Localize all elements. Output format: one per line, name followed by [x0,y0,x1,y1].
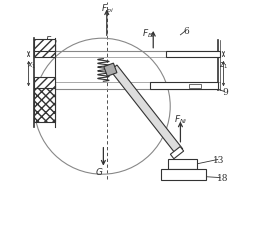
Bar [34,84,55,123]
Bar [189,84,201,89]
Text: $F_{ni}$: $F_{ni}$ [45,34,58,46]
Bar [34,45,55,58]
Bar [161,169,206,180]
Polygon shape [170,147,184,159]
Bar [34,40,55,52]
Polygon shape [110,66,183,155]
Bar [166,52,220,58]
Text: $F_{pi}$: $F_{pi}$ [101,3,114,16]
Text: $x_1$: $x_1$ [27,60,36,70]
Bar [168,160,198,169]
Text: 6: 6 [183,27,189,36]
Bar [34,77,55,89]
Text: $G$: $G$ [94,165,103,177]
Text: $z_1$: $z_1$ [219,60,228,70]
Text: $F_{Ni}$: $F_{Ni}$ [174,113,187,125]
Text: 13: 13 [213,155,225,164]
Bar [104,64,117,77]
Text: $F_{Bi}$: $F_{Bi}$ [142,27,155,40]
Bar [150,83,218,90]
Text: 9: 9 [223,88,229,96]
Text: 18: 18 [217,173,228,182]
